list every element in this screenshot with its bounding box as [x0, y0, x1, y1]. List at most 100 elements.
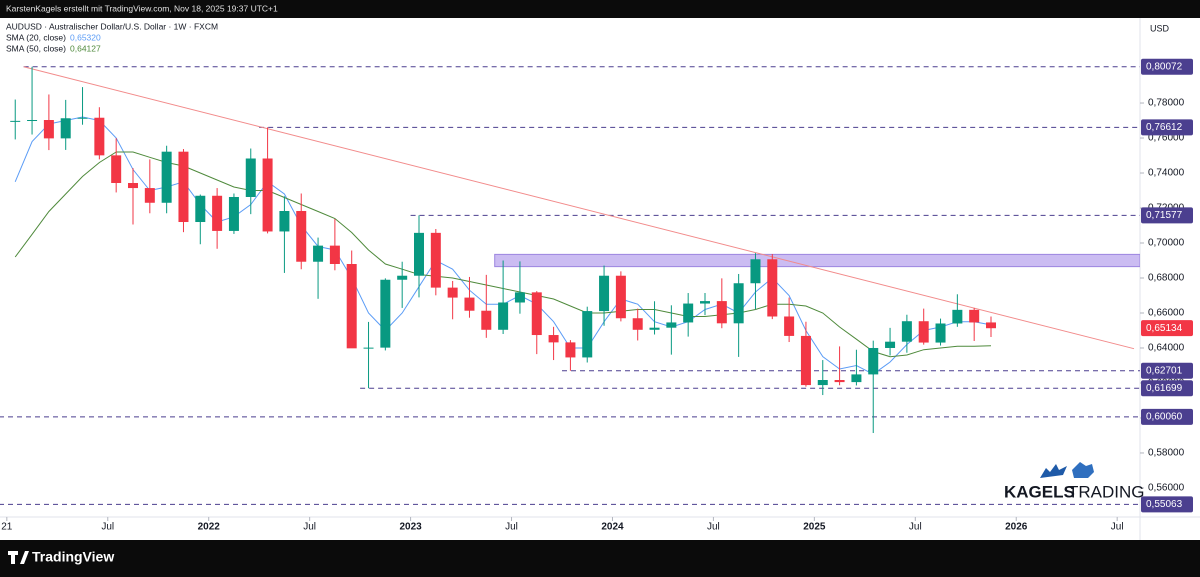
- x-tick-label: 2023: [399, 522, 422, 533]
- candle-body: [380, 279, 391, 348]
- candle-body: [514, 292, 525, 303]
- candle-body: [10, 120, 21, 122]
- candle-body: [430, 232, 441, 288]
- y-tick-label: 0,66000: [1148, 308, 1185, 319]
- y-tick-label: 0,70000: [1148, 238, 1185, 249]
- candle-body: [700, 301, 710, 304]
- candle-body: [767, 259, 778, 317]
- candle-body: [94, 117, 105, 156]
- candle-body: [599, 275, 610, 312]
- trendline: [23, 66, 1135, 350]
- candle-body: [77, 117, 88, 119]
- y-tick-label: 0,78000: [1148, 98, 1185, 109]
- candle-body: [885, 341, 896, 348]
- candle-body: [195, 195, 206, 223]
- plot-area: [0, 66, 1140, 505]
- candle-body: [683, 303, 694, 323]
- level-label: 0,76612: [1146, 122, 1183, 133]
- footer-bar: [0, 540, 1200, 577]
- candle-body: [935, 323, 946, 343]
- legend-value: 0,64127: [70, 43, 101, 53]
- candle-body: [27, 120, 38, 122]
- candle-body: [952, 309, 963, 324]
- candle-body: [60, 118, 71, 139]
- sma-line: [14, 116, 992, 375]
- candle-body: [969, 309, 980, 323]
- level-label: 0,71577: [1146, 210, 1183, 221]
- footer-text: TradingView: [32, 549, 114, 565]
- candle-body: [750, 259, 761, 284]
- candle-body: [868, 347, 879, 375]
- brand-icon: [1072, 462, 1094, 478]
- x-tick-label: 2026: [1005, 522, 1028, 533]
- candle-body: [346, 264, 357, 349]
- brand-name: KAGELS: [1004, 482, 1075, 501]
- x-tick-label: Jul: [707, 522, 720, 533]
- candle-body: [43, 120, 54, 139]
- level-label-box: [1141, 496, 1193, 513]
- y-tick-label: 0,64000: [1148, 343, 1185, 354]
- legend-entry: SMA (50, close): [6, 43, 66, 53]
- level-label: 0,60060: [1146, 412, 1183, 423]
- candle-body: [901, 321, 912, 342]
- candle-body: [111, 155, 122, 183]
- level-label-box: [1141, 119, 1193, 136]
- level-label-box: [1141, 380, 1193, 397]
- candle-body: [228, 196, 239, 231]
- last-price-box: [1141, 320, 1193, 337]
- level-label: 0,61699: [1146, 383, 1183, 394]
- candle-body: [481, 310, 492, 330]
- y-tick-label: 0,76000: [1148, 133, 1185, 144]
- x-tick-label: Jul: [505, 522, 518, 533]
- candle-body: [296, 210, 307, 262]
- candle-body: [851, 374, 862, 383]
- candle-body: [397, 275, 408, 280]
- candle-body: [800, 335, 811, 386]
- candle-body: [615, 275, 626, 319]
- x-tick-label: 2024: [601, 522, 624, 533]
- x-tick-label: 2025: [803, 522, 826, 533]
- y-tick-label: 0,68000: [1148, 273, 1185, 284]
- candle-body: [464, 297, 475, 311]
- brand: KAGELS TRADING: [1004, 462, 1145, 501]
- candle-body: [784, 316, 795, 336]
- x-tick-label: Jul: [909, 522, 922, 533]
- candle-body: [262, 158, 273, 232]
- candle-body: [363, 347, 374, 349]
- axes: 0,560000,580000,600000,620000,640000,660…: [1, 58, 1193, 533]
- legend-entry: SMA (20, close): [6, 32, 66, 42]
- x-tick-label: Jul: [303, 522, 316, 533]
- level-label: 0,80072: [1146, 61, 1183, 72]
- candle-body: [918, 321, 929, 343]
- level-label: 0,62701: [1146, 365, 1183, 376]
- legend-title: AUDUSD · Australischer Dollar/U.S. Dolla…: [6, 21, 218, 31]
- candle-body: [531, 292, 542, 336]
- candle-body: [279, 210, 290, 232]
- candle-body: [447, 287, 458, 298]
- level-label-box: [1141, 362, 1193, 379]
- candle-body: [834, 380, 845, 383]
- last-price-label: 0,65134: [1146, 323, 1183, 334]
- x-tick-label: Jul: [1111, 522, 1124, 533]
- candle-body: [498, 302, 509, 330]
- candle-body: [212, 195, 223, 231]
- candle-body: [817, 380, 828, 386]
- candle-body: [565, 342, 576, 358]
- level-label-box: [1141, 207, 1193, 224]
- resistance-zone: [494, 253, 1140, 268]
- y-tick-label: 0,58000: [1148, 448, 1185, 459]
- level-label-box: [1141, 58, 1193, 75]
- x-tick-label: 21: [1, 522, 13, 533]
- candle-body: [582, 311, 593, 358]
- brand-name: TRADING: [1068, 482, 1145, 501]
- currency: USD: [1150, 23, 1170, 33]
- y-tick-label: 0,56000: [1148, 483, 1185, 494]
- candle-body: [548, 335, 559, 343]
- x-tick-label: Jul: [101, 522, 114, 533]
- candle-body: [128, 182, 138, 189]
- candle-body: [666, 322, 677, 328]
- candle-body: [144, 188, 155, 203]
- candle-body: [178, 151, 189, 223]
- candle-body: [986, 322, 996, 329]
